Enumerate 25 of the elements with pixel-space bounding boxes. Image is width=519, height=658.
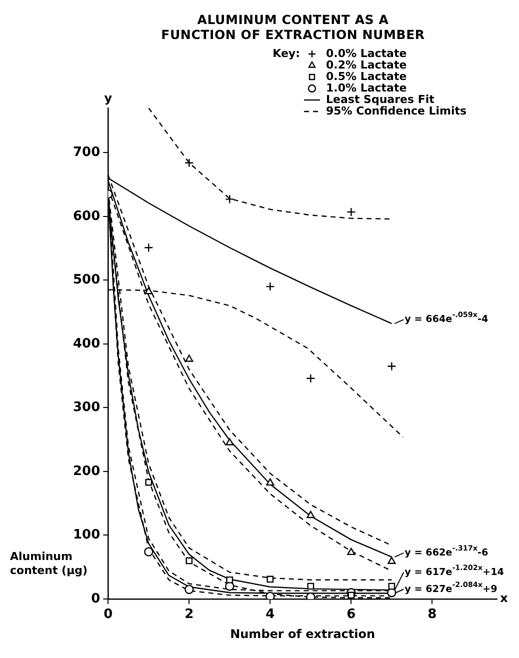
y-tick-label: 100 bbox=[72, 528, 100, 543]
y-tick-label: 200 bbox=[72, 464, 100, 479]
y-tick-label: 300 bbox=[72, 400, 100, 416]
y-tick-label: 0 bbox=[91, 591, 100, 606]
legend-label: 0.5% Lactate bbox=[326, 70, 407, 83]
text: x bbox=[500, 591, 508, 606]
legend-label: 0.2% Lactate bbox=[326, 58, 407, 72]
y-axis-title: Aluminum content (μg) bbox=[10, 550, 88, 577]
y-tick-label: 400 bbox=[72, 336, 100, 352]
x-tick-label: 8 bbox=[428, 607, 437, 622]
chart-title: ALUMINUM CONTENT AS A FUNCTION OF EXTRACTION NUMBER bbox=[160, 12, 426, 42]
x-tick-label: 0 bbox=[104, 607, 113, 622]
legend-label: Least Squares Fit bbox=[326, 92, 434, 106]
legend-title: Key: bbox=[272, 46, 300, 60]
text: y bbox=[104, 91, 112, 106]
y-tick-label: 700 bbox=[72, 145, 100, 160]
y-tick-label: 500 bbox=[72, 272, 100, 288]
legend-label: 0.0% Lactate bbox=[326, 46, 407, 60]
x-axis-title: Number of extraction bbox=[230, 626, 376, 641]
x-tick-label: 4 bbox=[266, 607, 275, 622]
x-tick-label: 2 bbox=[184, 607, 194, 622]
legend-label: 1.0% Lactate bbox=[326, 81, 407, 94]
y-tick-label: 600 bbox=[72, 208, 100, 224]
x-tick-label: 6 bbox=[346, 607, 356, 622]
legend-label: 95% Confidence Limits bbox=[326, 104, 468, 118]
